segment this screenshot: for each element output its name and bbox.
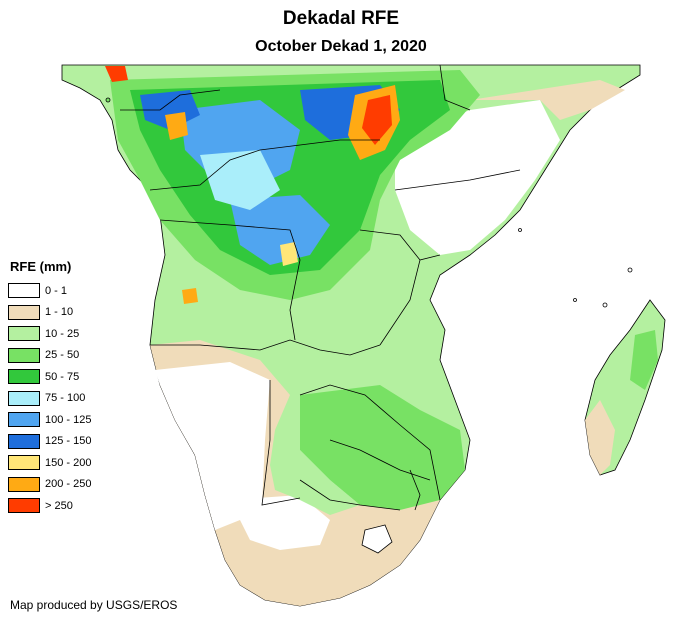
- legend-item: 200 - 250: [8, 474, 128, 496]
- legend-swatch: [8, 390, 40, 406]
- legend-label: 25 - 50: [45, 349, 80, 362]
- hotspot-sw: [182, 288, 198, 304]
- legend-swatch: [8, 347, 40, 363]
- map-subtitle: October Dekad 1, 2020: [255, 38, 427, 55]
- legend-swatch: [8, 283, 40, 299]
- island-5: [105, 97, 111, 103]
- hotspot-east-core: [362, 95, 392, 145]
- lesotho: [361, 524, 393, 554]
- southeast-green: [300, 385, 465, 510]
- legend-swatch: [8, 476, 40, 492]
- legend-label: 100 - 125: [45, 413, 92, 426]
- legend-item: 50 - 75: [8, 366, 128, 388]
- legend-label: > 250: [45, 499, 73, 512]
- island-4: [518, 228, 522, 232]
- country-borders: [120, 64, 521, 511]
- blue-zone-3: [230, 195, 330, 265]
- border-12: [299, 479, 401, 511]
- legend: RFE (mm) 0 - 1 1 - 10 10 - 25 25 - 50 50…: [8, 259, 128, 517]
- legend-item: 10 - 25: [8, 323, 128, 345]
- hotspot-west: [165, 112, 188, 140]
- island-2: [602, 302, 608, 308]
- legend-item: 150 - 200: [8, 452, 128, 474]
- islands: [105, 97, 633, 308]
- border-13: [409, 469, 421, 511]
- border-9: [329, 439, 431, 481]
- east-dry: [395, 100, 560, 255]
- hotspot-north: [105, 66, 128, 82]
- desert-core: [155, 362, 270, 530]
- legend-label: 0 - 1: [45, 284, 68, 297]
- border-3: [261, 380, 301, 506]
- legend-label: 1 - 10: [45, 306, 74, 319]
- map-title: Dekadal RFE: [282, 8, 400, 29]
- border-11: [120, 89, 221, 111]
- madagascar-dry: [585, 400, 615, 475]
- legend-swatch: [8, 304, 40, 320]
- legend-swatch: [8, 433, 40, 449]
- legend-swatch: [8, 326, 40, 342]
- kalahari-dry: [230, 495, 330, 550]
- border-5: [379, 254, 441, 346]
- legend-label: 10 - 25: [45, 327, 80, 340]
- border-1: [150, 339, 381, 356]
- mainland: [61, 64, 641, 607]
- legend-item: 1 - 10: [8, 302, 128, 324]
- legend-label: 125 - 150: [45, 435, 92, 448]
- madagascar-wet: [630, 330, 658, 390]
- legend-swatch: [8, 455, 40, 471]
- legend-item: 0 - 1: [8, 280, 128, 302]
- legend-item: 75 - 100: [8, 388, 128, 410]
- border-10: [439, 64, 471, 111]
- island-3: [573, 298, 577, 302]
- island-1: [627, 267, 633, 273]
- legend-label: 75 - 100: [45, 392, 86, 405]
- legend-item: 125 - 150: [8, 431, 128, 453]
- border-7: [149, 139, 380, 191]
- legend-swatch: [8, 369, 40, 385]
- border-8: [394, 169, 521, 191]
- legend-title: RFE (mm): [10, 259, 72, 274]
- legend-label: 200 - 250: [45, 478, 92, 491]
- border-2: [159, 219, 301, 341]
- credit-text: Map produced by USGS/EROS: [10, 598, 178, 612]
- legend-swatch: [8, 498, 40, 514]
- border-4: [299, 384, 441, 501]
- legend-item: > 250: [8, 495, 128, 517]
- lightblue-zone: [200, 150, 280, 210]
- border-6: [359, 229, 421, 261]
- legend-item: 100 - 125: [8, 409, 128, 431]
- legend-label: 50 - 75: [45, 370, 80, 383]
- southeast-green-light: [270, 450, 360, 515]
- east-dry-edge: [470, 80, 625, 120]
- legend-label: 150 - 200: [45, 456, 92, 469]
- hotspot-center: [280, 242, 298, 266]
- legend-item: 25 - 50: [8, 345, 128, 367]
- madagascar: [584, 299, 666, 476]
- legend-swatch: [8, 412, 40, 428]
